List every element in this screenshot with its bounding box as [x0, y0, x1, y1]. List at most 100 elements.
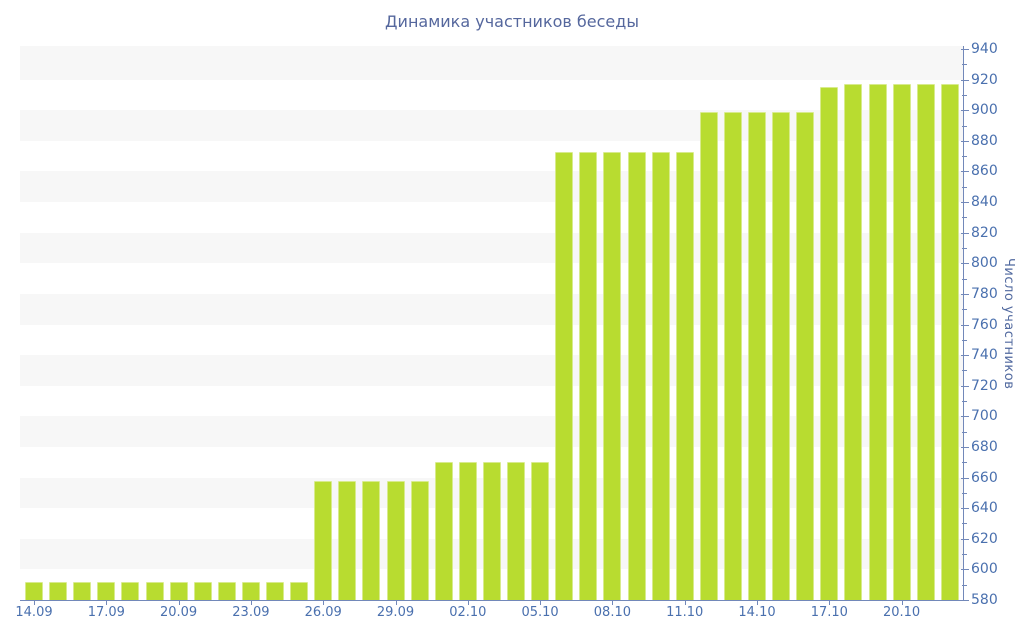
x-tick: [612, 601, 614, 605]
y-minor-tick: [962, 94, 967, 96]
y-major-tick: [961, 569, 969, 571]
x-tick: [106, 601, 108, 605]
y-tick-label: 680: [971, 438, 998, 455]
x-tick-label: 14.09: [15, 605, 53, 620]
bar[interactable]: [25, 581, 43, 600]
y-minor-tick: [962, 584, 967, 586]
bar[interactable]: [844, 84, 863, 600]
bar[interactable]: [723, 111, 742, 600]
bar[interactable]: [386, 480, 405, 600]
bar[interactable]: [579, 151, 598, 600]
bar[interactable]: [675, 151, 694, 600]
x-tick-label: 08.10: [593, 605, 631, 620]
bar[interactable]: [507, 462, 525, 600]
y-major-tick: [961, 49, 969, 51]
bar[interactable]: [820, 87, 839, 600]
plot-area: [20, 46, 964, 601]
y-major-tick: [961, 446, 969, 448]
x-tick-label: 17.10: [810, 605, 848, 620]
bar[interactable]: [531, 462, 550, 600]
bar[interactable]: [217, 581, 236, 600]
x-tick-label: 29.09: [376, 605, 415, 620]
y-major-tick: [961, 355, 969, 357]
bar[interactable]: [796, 111, 815, 600]
bar[interactable]: [458, 462, 477, 600]
x-tick-label: 02.10: [449, 605, 487, 620]
y-minor-tick: [962, 125, 967, 127]
y-major-tick: [961, 508, 969, 510]
y-major-tick: [961, 263, 969, 265]
y-tick-label: 940: [971, 41, 998, 58]
bar[interactable]: [338, 480, 357, 600]
y-axis-title: Число участников: [1001, 258, 1016, 390]
bar[interactable]: [73, 581, 92, 600]
bar[interactable]: [145, 581, 164, 600]
bar[interactable]: [49, 581, 68, 600]
y-minor-tick: [962, 523, 967, 525]
bar[interactable]: [748, 111, 766, 600]
y-tick-label: 780: [971, 285, 998, 302]
x-tick-label: 11.10: [666, 605, 704, 620]
y-tick-label: 800: [971, 255, 998, 272]
bar[interactable]: [434, 462, 453, 600]
bar[interactable]: [916, 84, 935, 600]
y-tick-label: 860: [971, 163, 998, 180]
bar[interactable]: [193, 581, 212, 600]
grid-band: [20, 46, 963, 80]
y-major-tick: [961, 202, 969, 204]
bar[interactable]: [940, 84, 959, 600]
bar[interactable]: [555, 151, 574, 600]
y-major-tick: [961, 477, 969, 479]
y-minor-tick: [962, 217, 967, 219]
x-tick-label: 23.09: [232, 605, 270, 620]
x-tick: [467, 601, 469, 605]
x-tick: [323, 601, 325, 605]
y-major-tick: [961, 79, 969, 81]
y-major-tick: [961, 293, 969, 295]
y-tick-label: 820: [971, 224, 998, 241]
bar[interactable]: [603, 151, 622, 600]
y-minor-tick: [962, 339, 967, 341]
x-tick-label: 14.10: [738, 605, 776, 620]
y-tick-label: 840: [971, 194, 998, 211]
y-tick-label: 600: [971, 561, 998, 578]
y-tick-label: 900: [971, 102, 998, 119]
bar[interactable]: [772, 111, 791, 600]
y-tick-label: 760: [971, 316, 998, 333]
y-major-tick: [961, 110, 969, 112]
bar[interactable]: [410, 480, 429, 600]
x-tick-label: 20.09: [159, 605, 198, 620]
y-minor-tick: [962, 462, 967, 464]
y-minor-tick: [962, 156, 967, 158]
y-tick-label: 620: [971, 530, 998, 547]
bar[interactable]: [290, 581, 309, 600]
x-tick: [178, 601, 180, 605]
y-minor-tick: [962, 248, 967, 249]
x-tick: [540, 601, 542, 605]
y-major-tick: [961, 385, 969, 387]
bar[interactable]: [868, 84, 887, 600]
bar[interactable]: [627, 151, 646, 600]
bar[interactable]: [482, 462, 501, 600]
y-minor-tick: [962, 309, 967, 311]
bar[interactable]: [169, 581, 188, 600]
bar[interactable]: [241, 581, 260, 600]
bar[interactable]: [314, 480, 333, 600]
x-tick: [395, 601, 397, 605]
y-major-tick: [961, 416, 969, 418]
y-minor-tick: [962, 492, 967, 494]
bar[interactable]: [892, 84, 911, 600]
x-tick: [829, 601, 831, 605]
y-minor-tick: [962, 186, 967, 188]
y-minor-tick: [962, 278, 967, 280]
x-tick-label: 20.10: [882, 605, 921, 620]
bar[interactable]: [362, 480, 381, 600]
bar[interactable]: [97, 581, 116, 600]
bar[interactable]: [699, 111, 718, 600]
y-major-tick: [961, 600, 969, 601]
y-tick-label: 720: [971, 377, 998, 394]
bar[interactable]: [266, 581, 284, 600]
bar[interactable]: [651, 151, 670, 600]
y-major-tick: [961, 171, 969, 173]
bar[interactable]: [121, 581, 140, 600]
